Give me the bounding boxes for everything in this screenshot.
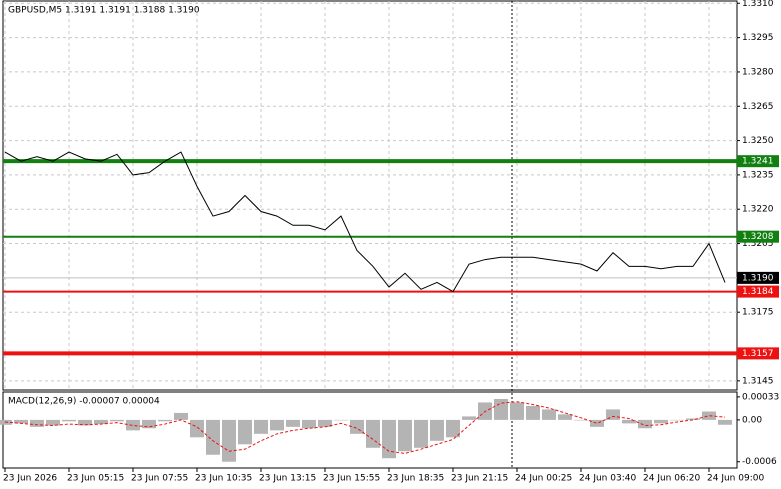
macd-bar: [334, 419, 348, 421]
macd-bar: [702, 411, 716, 420]
macd-bar: [46, 419, 60, 426]
macd-bar: [366, 419, 380, 448]
y-tick-label: 1.3280: [742, 67, 774, 77]
x-tick-label: 23 Jun 2026: [3, 474, 57, 484]
y-tick-label: 1.3250: [742, 136, 774, 146]
macd-bar: [510, 402, 524, 420]
macd-bar: [574, 419, 588, 421]
macd-bar: [94, 419, 108, 425]
macd-bar: [142, 419, 156, 429]
macd-bar: [158, 419, 172, 422]
macd-bar: [398, 419, 412, 452]
chart-title: GBPUSD,M5 1.3191 1.3191 1.3188 1.3190: [8, 6, 200, 16]
macd-bar: [382, 419, 396, 459]
macd-bar: [270, 419, 284, 431]
y-tick-label: 1.3145: [742, 376, 774, 386]
x-tick-label: 23 Jun 18:35: [387, 474, 444, 484]
x-tick-label: 23 Jun 10:35: [195, 474, 252, 484]
macd-bar: [110, 419, 124, 422]
macd-bar: [622, 419, 636, 424]
macd-bar: [302, 419, 316, 429]
x-tick-label: 23 Jun 15:55: [323, 474, 380, 484]
macd-bar: [718, 419, 732, 425]
macd-bar: [526, 405, 540, 420]
macd-bar: [686, 418, 700, 420]
price-frame: [2, 0, 738, 391]
macd-bar: [430, 419, 444, 441]
macd-bar: [30, 419, 44, 427]
signal-line: [4, 401, 726, 454]
y-tick-label: 1.3220: [742, 205, 774, 215]
macd-bar: [446, 419, 460, 438]
macd-bar: [638, 419, 652, 429]
y-tick-label: 1.3235: [742, 170, 774, 180]
level-label-box: [737, 230, 779, 243]
macd-bar: [670, 419, 684, 421]
macd-bar: [62, 419, 76, 422]
level-label: 1.3184: [742, 287, 774, 297]
level-label-box: [737, 347, 779, 360]
y-tick-label: 1.3265: [742, 102, 774, 112]
x-tick-label: 24 Jun 09:00: [707, 474, 764, 484]
level-label: 1.3208: [742, 232, 774, 242]
y-tick-label: 1.3310: [742, 0, 774, 9]
level-label: 1.3157: [742, 349, 774, 359]
level-label: 1.3190: [742, 273, 774, 283]
macd-bar: [78, 419, 92, 426]
macd-title: MACD(12,26,9) -0.00007 0.00004: [8, 397, 160, 407]
macd-bar: [14, 419, 28, 424]
x-tick-label: 23 Jun 07:55: [131, 474, 188, 484]
y-tick-label: -0.0006: [742, 457, 777, 467]
level-label-box: [737, 155, 779, 168]
macd-bar: [190, 419, 204, 438]
macd-bar: [606, 409, 620, 420]
macd-frame: [2, 391, 738, 469]
macd-bar: [286, 419, 300, 427]
macd-bar: [494, 398, 508, 420]
macd-bar: [654, 419, 668, 424]
x-tick-label: 24 Jun 03:40: [579, 474, 636, 484]
macd-bar: [222, 419, 236, 462]
y-tick-label: 0.00033: [742, 392, 779, 402]
macd-bar: [238, 419, 252, 445]
y-tick-label: 1.3175: [742, 308, 774, 318]
macd-bar: [254, 419, 268, 434]
x-tick-label: 23 Jun 05:15: [67, 474, 124, 484]
level-label-box: [737, 285, 779, 298]
macd-bar: [174, 412, 188, 420]
x-tick-label: 24 Jun 00:25: [515, 474, 572, 484]
macd-bar: [206, 419, 220, 455]
x-tick-label: 24 Jun 06:20: [643, 474, 700, 484]
macd-bar: [462, 416, 476, 420]
y-tick-label: 1.3295: [742, 33, 774, 43]
macd-bar: [350, 419, 364, 434]
level-label: 1.3241: [742, 157, 774, 167]
macd-bar: [542, 409, 556, 420]
x-tick-label: 23 Jun 13:15: [259, 474, 316, 484]
macd-bar: [126, 419, 140, 431]
price-line: [4, 151, 726, 293]
macd-bar: [590, 419, 604, 427]
macd-bar: [318, 419, 332, 427]
level-label-box: [737, 271, 779, 284]
y-tick-label: 1.3205: [742, 239, 774, 249]
x-tick-label: 23 Jun 21:15: [451, 474, 508, 484]
y-tick-label: 0.00: [742, 415, 762, 425]
macd-bar: [414, 419, 428, 448]
macd-bar: [558, 414, 572, 420]
